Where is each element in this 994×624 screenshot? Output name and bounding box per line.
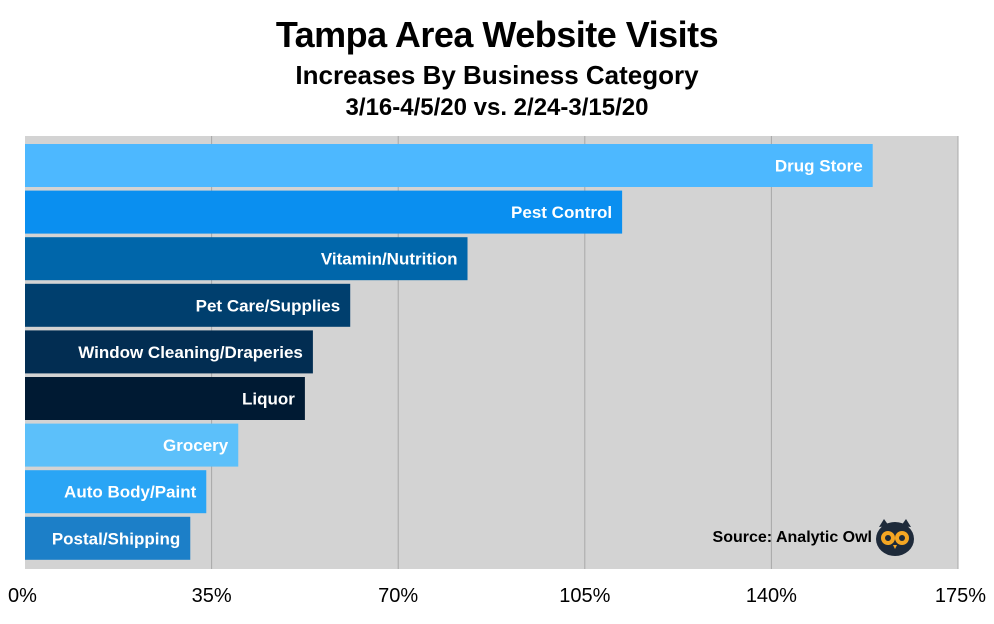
x-tick-label: 175% (935, 585, 986, 607)
owl-logo-icon (876, 519, 914, 556)
bar (25, 470, 207, 514)
bar-label: Window Cleaning/Draperies (78, 343, 303, 362)
bar-label: Drug Store (775, 157, 863, 176)
bar-label: Liquor (242, 390, 295, 409)
bar-label: Pet Care/Supplies (196, 296, 341, 315)
x-tick-label: 70% (378, 585, 418, 607)
bar (25, 237, 468, 281)
bar-label: Postal/Shipping (52, 529, 180, 548)
bars: Drug Store Pest Control Vitamin/Nutrition P… (25, 144, 873, 560)
bar-label: Auto Body/Paint (64, 483, 197, 502)
bar-label: Pest Control (511, 203, 612, 222)
bar (25, 516, 191, 560)
bar (25, 377, 305, 420)
bar-label: Vitamin/Nutrition (321, 250, 458, 269)
x-axis-ticks: 0% 35% 70% 105% 140% 175% (8, 585, 986, 607)
page-title: Tampa Area Website Visits (275, 14, 719, 55)
page-subtitle: Increases By Business Category (295, 60, 699, 90)
bar (25, 144, 873, 187)
bar-label: Grocery (163, 436, 229, 455)
x-tick-label: 140% (746, 585, 797, 607)
bar (25, 190, 623, 234)
date-range-subtitle: 3/16-4/5/20 vs. 2/24-3/15/20 (345, 94, 649, 121)
bar (25, 283, 351, 327)
x-tick-label: 35% (192, 585, 232, 607)
source-note: Source: Analytic Owl (712, 529, 872, 546)
x-tick-label: 105% (559, 585, 610, 607)
bar (25, 423, 239, 467)
x-tick-label: 0% (8, 585, 37, 607)
bar (25, 330, 313, 374)
